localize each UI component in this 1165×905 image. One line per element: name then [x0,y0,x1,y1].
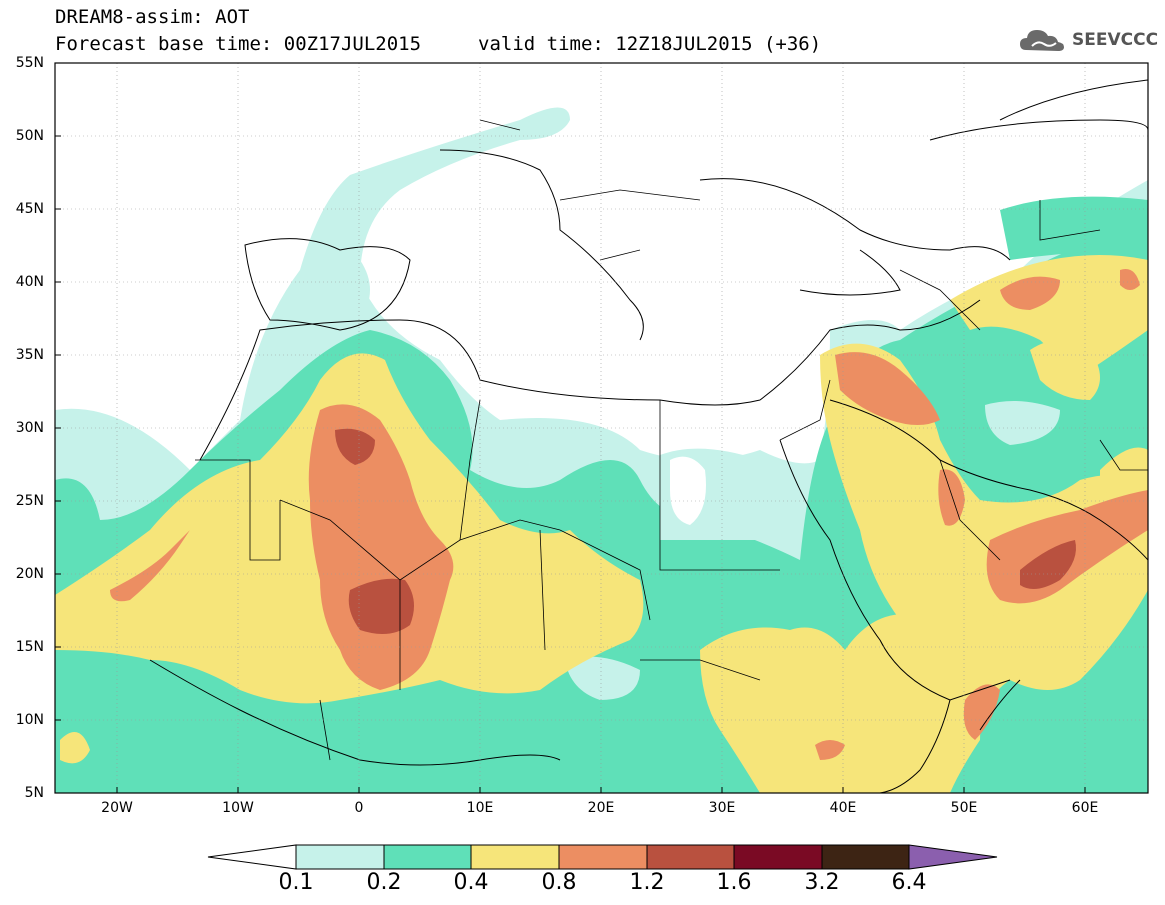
colorbar-label: 0.1 [278,870,314,895]
lat-label: 40N [15,274,44,290]
colorbar-box-5 [733,844,823,870]
colorbar-box-1 [383,844,472,870]
lon-label: 30E [708,800,736,816]
colorbar-label: 0.2 [366,870,402,895]
aot-clean-egypt [670,456,706,525]
lat-label: 10N [15,712,44,728]
cloud-logo-icon [1020,30,1064,51]
axis-ticks [55,135,1086,793]
colorbar-label: 3.2 [804,870,840,895]
forecast-base-time: Forecast base time: 00Z17JUL2015 [55,33,422,55]
colorbar-box-3 [558,844,648,870]
lat-label: 45N [15,201,44,217]
lon-label: 10W [222,800,254,816]
country-borders [195,119,1148,761]
colorbar-label: 6.4 [891,870,927,895]
lat-label: 20N [15,566,44,582]
lat-label: 55N [15,55,44,71]
colorbar-box-6 [821,844,910,870]
lon-label: 0 [354,800,364,816]
lon-label: 20E [587,800,615,816]
colorbar-box-4 [646,844,735,870]
colorbar-box-2 [470,844,560,870]
aot-band-1-2 [335,428,1076,634]
colorbar-label: 1.2 [629,870,665,895]
lat-label: 30N [15,420,44,436]
lat-label: 5N [24,785,44,801]
aot-hole-gulf [985,401,1060,445]
aot-hole-central [565,656,640,700]
lat-label: 35N [15,347,44,363]
gridlines [55,63,1148,793]
valid-time: valid time: 12Z18JUL2015 (+36) [478,33,822,55]
lon-label: 40E [829,800,857,816]
colorbar-label: 0.4 [453,870,489,895]
lat-label: 25N [15,493,44,509]
lon-label: 10E [466,800,494,816]
lat-label: 15N [15,639,44,655]
colorbar-box-0 [295,844,385,870]
logo-text: SEEVCCC [1072,30,1159,50]
lat-label: 50N [15,128,44,144]
map-title: DREAM8-assim: AOT [55,6,250,28]
colorbar-under-arrow [207,844,297,870]
lon-label: 60E [1071,800,1099,816]
aot-fields [55,63,1148,793]
colorbar-label: 1.6 [716,870,752,895]
coastlines [149,79,1148,793]
lon-label: 20W [101,800,133,816]
colorbar [207,844,998,870]
lon-label: 50E [950,800,978,816]
colorbar-over-arrow [908,844,998,870]
colorbar-label: 0.8 [541,870,577,895]
